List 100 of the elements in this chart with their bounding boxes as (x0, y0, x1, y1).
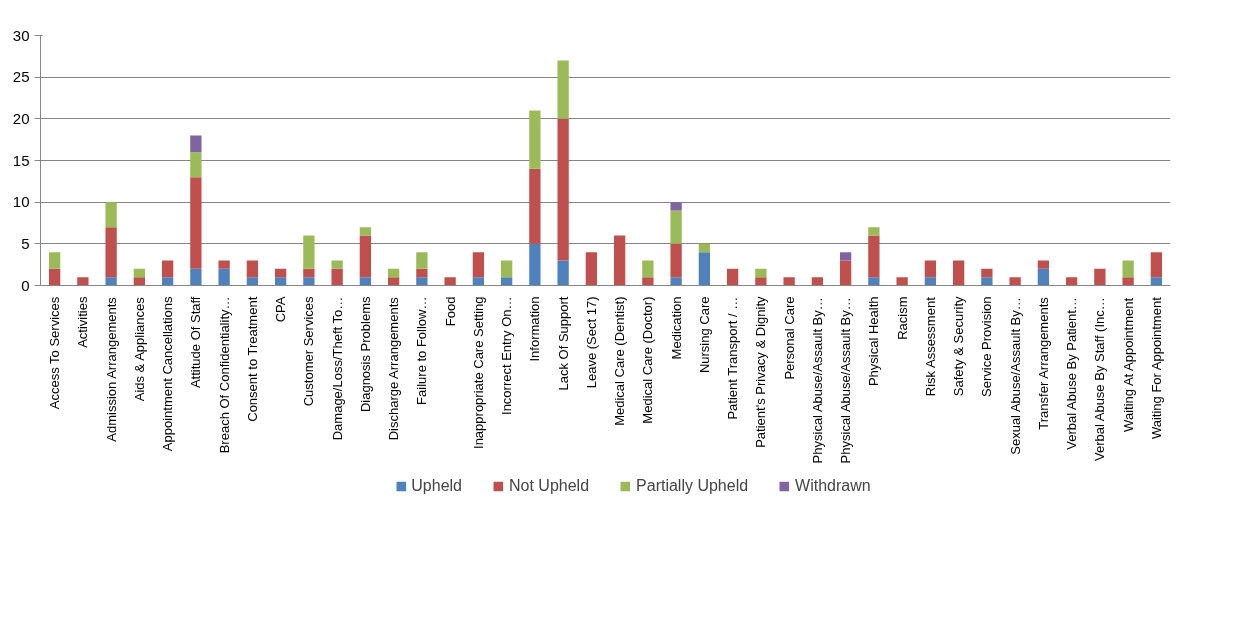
x-tick-label: Consent to Treatment (244, 296, 260, 422)
x-tick-label: Food (442, 296, 458, 327)
bar (1094, 268, 1106, 286)
bar (613, 235, 626, 286)
x-tick-label: Discharge Arrangements (386, 296, 402, 441)
y-tick-label: 20 (12, 109, 30, 127)
x-tick-label: Racism (894, 296, 910, 340)
bar (246, 260, 259, 278)
bar (529, 243, 541, 286)
x-tick-label: Service Provision (979, 296, 995, 397)
bar (416, 277, 428, 286)
x-tick-label: Incorrect Entry On… (499, 296, 515, 415)
x-tick-label: Admission Arrangements (103, 296, 119, 442)
x-tick-label: Appointment Cancellations (160, 296, 176, 452)
bar (218, 268, 230, 286)
bar (331, 260, 343, 269)
bar (1122, 277, 1134, 286)
bar (839, 260, 852, 286)
bar (670, 243, 682, 278)
bar (359, 235, 372, 278)
bar (529, 110, 541, 169)
bar (359, 277, 372, 286)
bar (133, 268, 146, 278)
x-tick-label: Customer Services (301, 296, 317, 407)
y-tick-label: 15 (12, 151, 30, 169)
bar (924, 260, 937, 278)
x-tick-label: Safety & Security (951, 296, 967, 397)
bar (1037, 260, 1050, 269)
legend-label: Partially Upheld (636, 477, 749, 495)
legend-label: Not Upheld (509, 477, 590, 495)
x-tick-label: Waiting At Appointment (1120, 297, 1136, 432)
legend-label: Upheld (411, 477, 463, 495)
x-tick-label: Medical Care (Doctor) (640, 296, 656, 424)
bar (868, 227, 880, 236)
bar (1065, 277, 1078, 286)
x-tick-label: Waiting For Appointment (1148, 296, 1164, 440)
bar (303, 277, 315, 286)
x-tick-label: Physical Abuse/Assault By… (838, 297, 854, 464)
bar (500, 260, 513, 278)
bar (274, 268, 287, 278)
bar (868, 235, 880, 278)
x-tick-label: Access To Services (47, 296, 63, 410)
bar (1037, 268, 1050, 286)
bar (726, 268, 739, 286)
bar (161, 277, 174, 286)
bar (698, 252, 711, 286)
bar (755, 268, 767, 278)
bar (48, 252, 61, 269)
bar (48, 268, 61, 286)
bar (952, 260, 965, 286)
bar (387, 277, 400, 286)
bar (105, 202, 117, 228)
y-tick-label: 30 (12, 26, 30, 44)
x-tick-label: Nursing Care (696, 296, 712, 374)
bar (472, 252, 485, 278)
bar (133, 277, 146, 286)
bar (698, 243, 711, 253)
bar (77, 277, 89, 286)
bar (105, 227, 117, 278)
bar (755, 277, 767, 286)
bar (303, 268, 315, 278)
bar (444, 277, 456, 286)
bar (670, 277, 682, 286)
bar (557, 260, 569, 286)
bar (529, 168, 541, 244)
x-tick-label: Diagnosis Problems (357, 296, 373, 413)
bar (896, 277, 908, 286)
bar (670, 202, 682, 211)
bar (472, 277, 485, 286)
x-tick-label: Failure to Follow… (414, 296, 430, 405)
bar (839, 252, 852, 261)
y-tick-label: 10 (12, 193, 30, 211)
y-tick-label: 0 (21, 276, 30, 294)
x-tick-label: Information (527, 296, 543, 362)
x-tick-label: Activities (75, 296, 91, 348)
x-tick-label: Medication (668, 296, 684, 360)
x-tick-label: Attitude Of Staff (188, 296, 204, 389)
bar (557, 118, 569, 261)
bar (981, 268, 993, 278)
bar (811, 277, 824, 286)
x-tick-label: Transfer Arrangements (1035, 296, 1051, 430)
bar (981, 277, 993, 286)
x-tick-label: Aids & Appliances (131, 296, 147, 402)
bar (500, 277, 513, 286)
x-tick-label: Personal Care (781, 296, 797, 380)
x-tick-label: Medical Care (Dentist) (612, 296, 628, 426)
bar (868, 277, 880, 286)
legend-label: Withdrawn (795, 477, 871, 495)
bar (670, 210, 682, 244)
bar (246, 277, 259, 286)
bar (190, 177, 202, 269)
y-tick-label: 25 (12, 68, 30, 86)
bar (218, 260, 230, 269)
x-tick-label: Verbal Abuse By Patient… (1064, 297, 1080, 450)
bar (161, 260, 174, 278)
bar (274, 277, 287, 286)
bar (1150, 277, 1163, 286)
x-tick-label: Sexual Abuse/Assault By… (1007, 297, 1023, 455)
bar (190, 135, 202, 153)
x-tick-label: Inappropriate Care Setting (470, 296, 486, 449)
